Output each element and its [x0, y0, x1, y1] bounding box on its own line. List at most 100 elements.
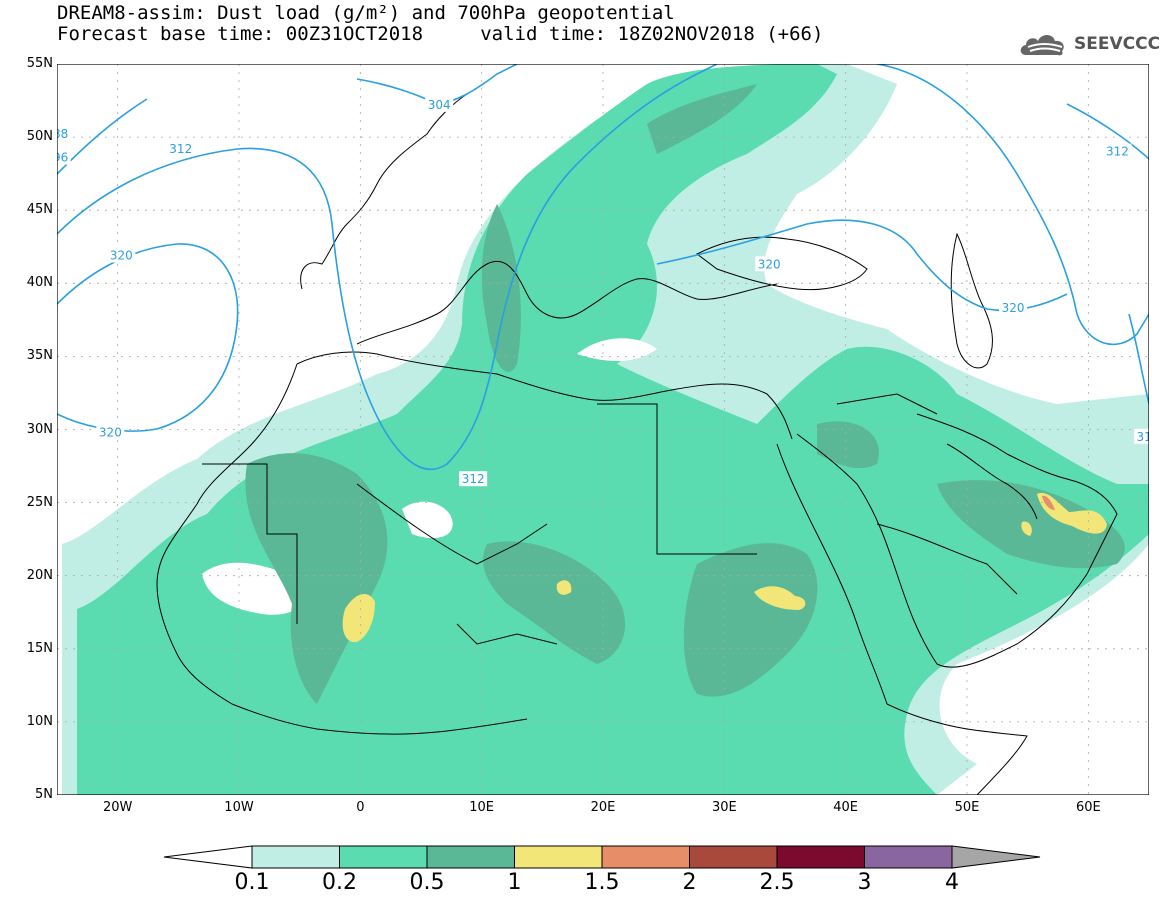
lat-tick-label: 55N	[26, 56, 53, 71]
colorbar-segment	[776, 845, 865, 869]
colorbar-segment	[864, 845, 953, 869]
contour-label-text: 320	[99, 425, 122, 439]
contour-label-text: 31	[1137, 430, 1149, 444]
contour-312-east	[876, 64, 1149, 346]
contour-label: 320	[107, 247, 136, 263]
lon-tick-label: 20E	[590, 800, 616, 815]
forecast-time-line: Forecast base time: 00Z31OCT2018 valid t…	[57, 23, 824, 45]
legend-level-label: 4	[945, 870, 959, 895]
coast-north-africa	[296, 351, 793, 440]
lat-tick-label: 25N	[26, 494, 53, 510]
legend-level-label: 0.2	[322, 870, 357, 895]
lat-tick-label: 30N	[26, 421, 53, 437]
lon-tick-label: 10W	[224, 800, 254, 815]
coast-europe-atlantic	[300, 93, 468, 290]
dust-clear-area-2	[402, 501, 453, 539]
border-mideast-2	[876, 523, 1018, 595]
dust-band-1-d	[1037, 492, 1107, 534]
dust-band-1.5	[1042, 495, 1055, 510]
dust-band-1-b	[556, 580, 572, 595]
legend-level-label: 3	[857, 870, 872, 895]
border-mideast-1	[836, 393, 938, 415]
legend-level-label: 2.5	[759, 870, 795, 895]
contour-label: 320	[755, 256, 784, 272]
legend-level-label: 1.5	[584, 870, 620, 895]
dust-shading	[62, 64, 1149, 795]
contour-label: 312	[166, 140, 195, 156]
border-sahara-4	[456, 623, 558, 645]
dust-band-1-e	[1021, 521, 1032, 536]
coast-persian-gulf	[946, 443, 1038, 520]
contour-label: 96	[57, 149, 71, 165]
contour-312-west	[57, 64, 718, 471]
colorbar-segment	[339, 845, 428, 869]
legend-level-label: 0.5	[409, 870, 445, 895]
lat-tick-label: 5N	[35, 787, 53, 802]
legend-level-label: 1	[507, 870, 522, 895]
contour-label-text: 320	[1002, 301, 1025, 315]
lon-tick-label: 20W	[102, 800, 133, 815]
lat-tick-label: 15N	[26, 640, 53, 656]
colorbar-segment	[514, 845, 603, 869]
seevccc-logo: SEEVCCC	[1018, 24, 1160, 64]
graticule	[57, 64, 1149, 795]
contour-label-text: 304	[428, 98, 451, 112]
dust-band-0.5-f	[481, 204, 521, 372]
contour-label: 320	[999, 300, 1028, 316]
contour-label: 320	[96, 424, 125, 440]
contour-312-north-west	[57, 98, 148, 175]
contour-label: 88	[57, 126, 71, 142]
border-sahara-3	[597, 403, 757, 555]
contour-label-text: 88	[57, 127, 68, 141]
border-sahara-1	[202, 463, 298, 624]
contour-label: 312	[459, 471, 488, 487]
lon-tick-label: 30E	[711, 800, 737, 815]
colorbar-segment	[689, 845, 778, 869]
coast-mediterranean-north	[356, 260, 778, 345]
lon-tick-label: 60E	[1075, 800, 1101, 815]
border-sahara-2	[356, 483, 548, 565]
lat-tick-label: 45N	[26, 202, 53, 218]
legend-level-label: 0.1	[234, 870, 270, 895]
colorbar-segment	[251, 845, 340, 869]
dust-band-0.5-g	[647, 84, 757, 154]
lat-tick-label: 35N	[26, 348, 53, 364]
contour-label-text: 320	[110, 249, 133, 263]
contour-label-text: 312	[1106, 145, 1129, 159]
dust-band-0.5-e	[817, 421, 879, 469]
coast-red-sea-west	[776, 443, 888, 705]
lat-tick-label: 40N	[26, 275, 53, 291]
dust-band-0.5-d	[937, 480, 1125, 569]
coast-west-africa	[156, 363, 528, 735]
lat-tick-label: 50N	[26, 129, 53, 145]
dust-band-0.5-c	[683, 543, 818, 697]
logo-text: SEEVCCC	[1074, 34, 1161, 54]
contour-label-group: 304 312 312 312 320 320 320 320 88 96 31	[57, 96, 1149, 487]
coast-caspian	[950, 232, 993, 369]
lon-tick-label: 10E	[469, 800, 495, 815]
contour-label: 312	[1103, 143, 1132, 159]
coast-arabia	[796, 413, 1118, 668]
contour-312-northeast	[1066, 103, 1149, 160]
cloud-logo-icon	[1020, 35, 1064, 56]
legend-colorbar	[163, 845, 1041, 869]
colorbar-segment	[426, 845, 515, 869]
dust-load-map: 304 312 312 312 320 320 320 320 88 96 31	[57, 64, 1149, 795]
contour-label-text: 312	[169, 142, 192, 156]
dust-band-0.5-a	[245, 453, 388, 704]
colorbar-under-triangle	[163, 845, 253, 869]
map-panel: 304 312 312 312 320 320 320 320 88 96 31	[57, 64, 1149, 795]
lon-tick-label: 50E	[954, 800, 980, 815]
contour-label: 31	[1134, 428, 1149, 444]
coastlines-and-borders	[156, 93, 1118, 795]
dust-band-1-c	[754, 586, 806, 610]
contour-label-text: 312	[462, 472, 485, 486]
lon-tick-label: 0	[356, 800, 365, 815]
contour-label-text: 96	[57, 151, 68, 165]
dust-band-0.5-b	[483, 541, 626, 664]
map-title: DREAM8-assim: Dust load (g/m²) and 700hP…	[57, 2, 675, 24]
lat-tick-label: 10N	[26, 713, 53, 729]
lon-tick-label: 40E	[833, 800, 859, 815]
colorbar-segment	[601, 845, 690, 869]
coast-horn-africa	[886, 703, 1028, 795]
